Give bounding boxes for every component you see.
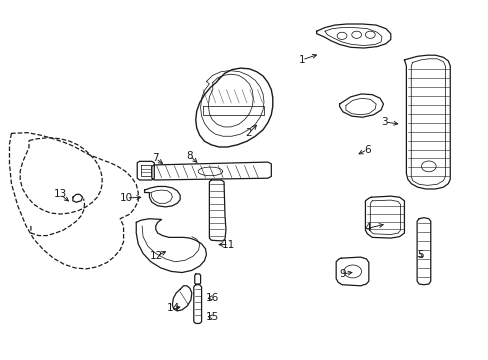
Text: 15: 15 [206, 312, 219, 322]
Text: 4: 4 [364, 224, 370, 233]
Text: 13: 13 [54, 189, 67, 199]
Text: 12: 12 [150, 251, 163, 261]
Text: 5: 5 [416, 250, 423, 260]
Text: 9: 9 [339, 269, 346, 279]
Text: 10: 10 [120, 193, 133, 203]
Text: 11: 11 [222, 239, 235, 249]
Text: 8: 8 [186, 150, 193, 161]
Text: 6: 6 [364, 144, 370, 154]
Text: 7: 7 [152, 153, 159, 163]
Text: 2: 2 [244, 129, 251, 138]
Text: 14: 14 [167, 303, 180, 314]
Text: 1: 1 [298, 55, 305, 65]
Text: 16: 16 [206, 293, 219, 303]
Text: 3: 3 [381, 117, 387, 127]
